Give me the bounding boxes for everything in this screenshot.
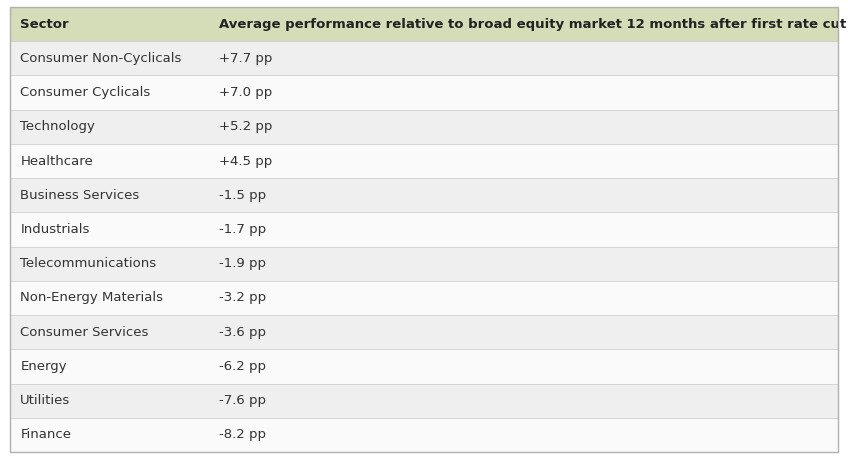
Bar (10, 75, 838, 110)
Text: -8.2 pp: -8.2 pp (219, 429, 266, 442)
Text: +5.2 pp: +5.2 pp (219, 120, 272, 133)
Text: Industrials: Industrials (20, 223, 90, 236)
Bar (10, 41, 838, 75)
Bar (10, 178, 838, 213)
Bar (10, 144, 838, 178)
Text: +7.0 pp: +7.0 pp (219, 86, 272, 99)
Bar (10, 315, 838, 349)
Text: -6.2 pp: -6.2 pp (219, 360, 266, 373)
Bar (10, 281, 838, 315)
Text: -7.6 pp: -7.6 pp (219, 394, 266, 407)
Text: Sector: Sector (20, 17, 69, 30)
Bar (10, 418, 838, 452)
Text: Consumer Cyclicals: Consumer Cyclicals (20, 86, 151, 99)
Text: -1.5 pp: -1.5 pp (219, 189, 266, 202)
Bar (10, 384, 838, 418)
Text: Consumer Services: Consumer Services (20, 326, 148, 339)
Text: -1.9 pp: -1.9 pp (219, 257, 266, 270)
Text: Consumer Non-Cyclicals: Consumer Non-Cyclicals (20, 52, 181, 65)
Text: Healthcare: Healthcare (20, 155, 93, 168)
Text: +7.7 pp: +7.7 pp (219, 52, 272, 65)
Text: -3.2 pp: -3.2 pp (219, 291, 266, 304)
Bar (10, 7, 838, 41)
Text: Technology: Technology (20, 120, 95, 133)
Text: -3.6 pp: -3.6 pp (219, 326, 266, 339)
Bar (10, 110, 838, 144)
Bar (10, 213, 838, 246)
Text: -1.7 pp: -1.7 pp (219, 223, 266, 236)
Text: Telecommunications: Telecommunications (20, 257, 157, 270)
Bar (10, 246, 838, 281)
Text: Finance: Finance (20, 429, 71, 442)
Text: +4.5 pp: +4.5 pp (219, 155, 272, 168)
Text: Non-Energy Materials: Non-Energy Materials (20, 291, 164, 304)
Text: Energy: Energy (20, 360, 67, 373)
Bar (10, 349, 838, 384)
Text: Business Services: Business Services (20, 189, 140, 202)
Text: Utilities: Utilities (20, 394, 70, 407)
Text: Average performance relative to broad equity market 12 months after first rate c: Average performance relative to broad eq… (219, 17, 846, 30)
